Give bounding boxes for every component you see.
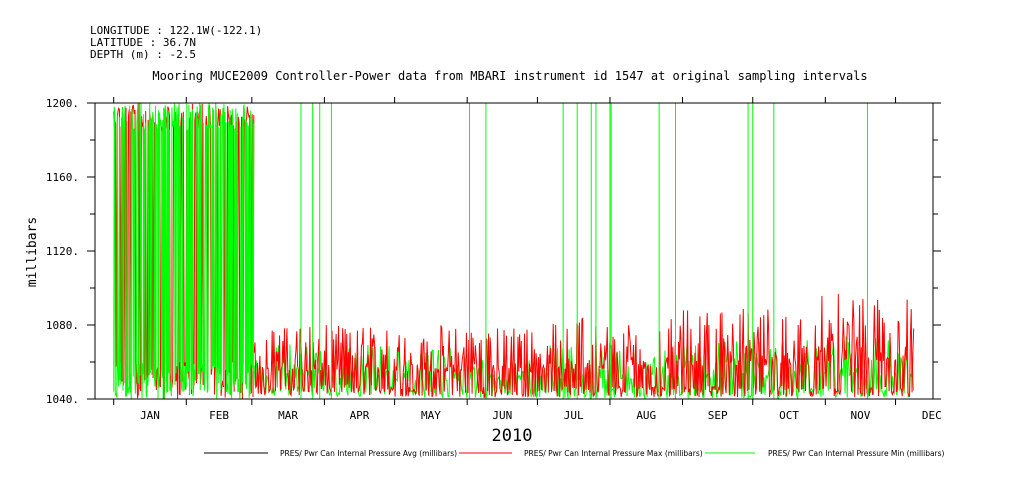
x-tick-label: AUG — [636, 409, 656, 422]
y-axis: 1040. 1080. 1120. 1160. 1200. — [46, 97, 941, 406]
x-tick-label: APR — [350, 409, 370, 422]
latitude-label: LATITUDE : 36.7N — [90, 36, 196, 49]
y-tick-label: 1040. — [46, 393, 79, 406]
x-axis-label: 2010 — [492, 426, 533, 446]
x-tick-label: MAY — [421, 409, 441, 422]
series-max-lines — [113, 103, 915, 399]
x-tick-label: SEP — [708, 409, 728, 422]
chart-title: Mooring MUCE2009 Controller-Power data f… — [152, 69, 867, 83]
x-tick-label: MAR — [278, 409, 298, 422]
x-tick-label: JUL — [564, 409, 584, 422]
x-tick-label: FEB — [209, 409, 229, 422]
depth-label: DEPTH (m) : -2.5 — [90, 48, 196, 61]
y-tick-label: 1120. — [46, 245, 79, 258]
x-tick-label: JUN — [492, 409, 512, 422]
x-tick-label: DEC — [922, 409, 942, 422]
x-tick-label: NOV — [850, 409, 870, 422]
x-axis: JAN FEB MAR APR MAY JUN JUL AUG SEP OCT NOV DEC — [113, 97, 942, 422]
series-min-line-early — [113, 103, 255, 399]
legend-entry: PRES/ Pwr Can Internal Pressure Avg (mil… — [280, 449, 457, 458]
x-tick-label: OCT — [779, 409, 799, 422]
longitude-label: LONGITUDE : 122.1W(-122.1) — [90, 24, 263, 37]
y-tick-label: 1160. — [46, 171, 79, 184]
series-min-lines-front — [113, 103, 868, 399]
legend: PRES/ Pwr Can Internal Pressure Avg (mil… — [204, 449, 945, 458]
y-tick-label: 1080. — [46, 319, 79, 332]
y-tick-label: 1200. — [46, 97, 79, 110]
legend-entry: PRES/ Pwr Can Internal Pressure Max (mil… — [524, 449, 703, 458]
x-tick-label: JAN — [140, 409, 160, 422]
y-axis-label: millibars — [25, 217, 40, 287]
legend-entry: PRES/ Pwr Can Internal Pressure Min (mil… — [768, 449, 945, 458]
series-max-line — [253, 293, 915, 398]
